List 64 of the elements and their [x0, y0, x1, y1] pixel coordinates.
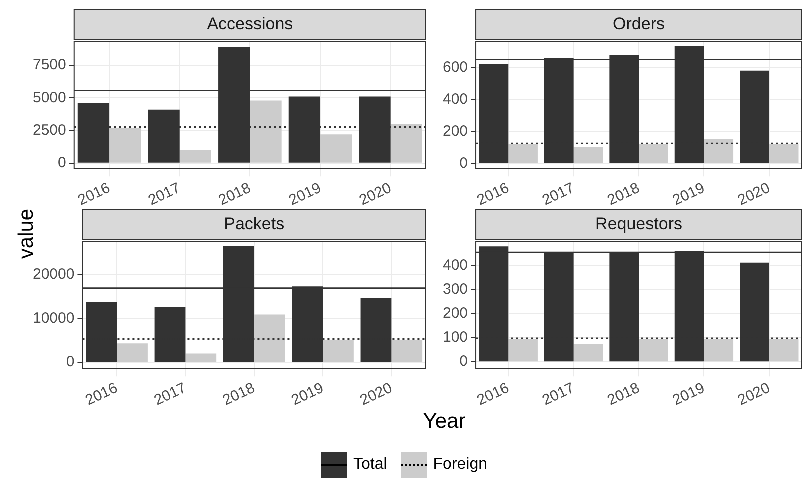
x-tick-label: 2016: [474, 180, 512, 210]
x-tick-label: 2019: [670, 380, 708, 410]
y-tick-label: 600: [442, 58, 468, 76]
chart-title: Packets: [224, 214, 285, 234]
chart-title: Requestors: [596, 214, 682, 234]
bar: [392, 340, 423, 362]
x-tick-label: 2019: [289, 380, 326, 410]
bar: [639, 144, 668, 164]
legend-label: Total: [353, 456, 388, 474]
bar: [323, 340, 354, 362]
bar: [186, 354, 217, 362]
y-tick-label: 0: [460, 154, 468, 172]
bar: [254, 314, 286, 362]
x-tick-label: 2017: [540, 180, 578, 210]
y-tick-label: 0: [460, 353, 468, 370]
y-tick-label: 2500: [32, 122, 66, 139]
bar: [110, 128, 142, 163]
y-tick-label: 200: [442, 122, 468, 140]
bar: [508, 339, 538, 362]
y-tick-label: 5000: [32, 89, 66, 106]
x-tick-label: 2019: [670, 180, 708, 210]
x-tick-label: 2018: [216, 180, 254, 210]
x-tick-label: 2018: [220, 380, 258, 410]
y-axis-title: value: [15, 208, 40, 260]
x-tick-label: 2019: [286, 180, 324, 210]
legend-label: Foreign: [433, 456, 488, 474]
x-tick-label: 2018: [605, 380, 642, 410]
bar: [117, 344, 148, 362]
bar: [704, 339, 734, 362]
bar: [639, 339, 668, 362]
x-tick-label: 2020: [735, 380, 773, 410]
bar: [250, 100, 282, 163]
x-tick-label: 2016: [76, 180, 113, 210]
x-tick-label: 2020: [735, 180, 773, 210]
y-tick-label: 400: [442, 256, 468, 274]
y-tick-label: 20000: [32, 266, 75, 283]
x-tick-label: 2020: [356, 180, 394, 210]
y-tick-label: 10000: [32, 310, 75, 327]
bar: [390, 124, 422, 163]
bar: [508, 144, 538, 164]
bar: [769, 339, 799, 362]
chart-title: Accessions: [207, 14, 294, 34]
bar: [704, 139, 734, 164]
y-tick-label: 200: [442, 305, 468, 322]
bar: [180, 150, 212, 163]
chart-title: Orders: [613, 14, 665, 34]
bar: [320, 134, 352, 163]
y-tick-label: 0: [58, 154, 66, 172]
bar: [574, 344, 604, 362]
x-tick-label: 2016: [83, 380, 120, 410]
x-tick-label: 2018: [605, 180, 642, 210]
y-tick-label: 100: [442, 329, 468, 346]
x-tick-label: 2017: [540, 380, 578, 410]
x-axis-title: Year: [422, 410, 467, 434]
x-tick-label: 2017: [152, 380, 190, 410]
bar: [574, 146, 604, 164]
y-tick-label: 400: [442, 90, 468, 108]
x-tick-label: 2020: [358, 380, 396, 410]
y-tick-label: 7500: [32, 56, 66, 74]
y-tick-label: 0: [66, 354, 75, 371]
y-tick-label: 300: [442, 281, 468, 298]
x-tick-label: 2017: [146, 180, 184, 210]
bar: [769, 144, 799, 164]
x-tick-label: 2016: [474, 380, 512, 410]
